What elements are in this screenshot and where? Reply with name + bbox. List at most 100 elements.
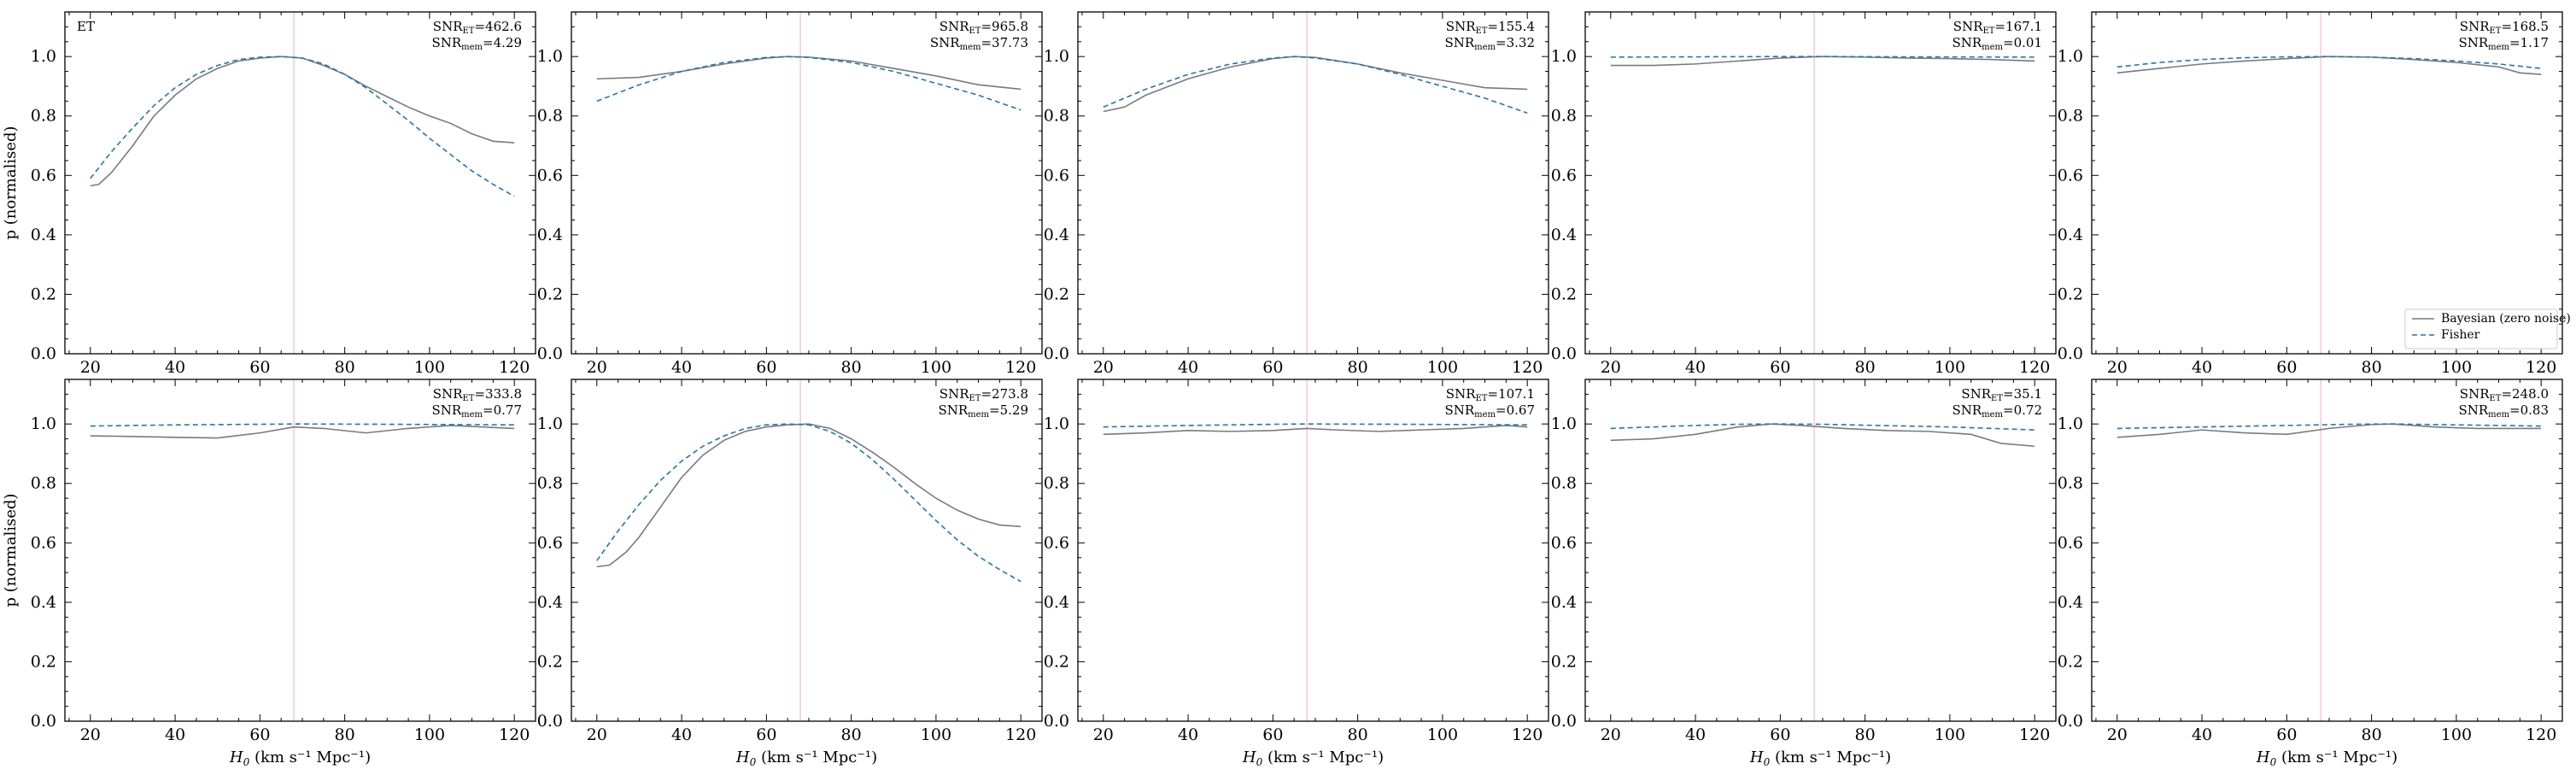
bayesian-curve [2116, 423, 2542, 438]
x-tick-label: 20 [587, 358, 607, 377]
y-tick-label: 0.4 [1551, 593, 1577, 612]
x-tick-label: 20 [80, 358, 101, 377]
x-tick-label: 60 [2276, 358, 2297, 377]
panel-tag: ET [77, 19, 95, 34]
y-tick-label: 0.0 [31, 344, 56, 363]
x-tick-label: 80 [1348, 725, 1368, 744]
snr-mem-label: SNRmem=0.01 [1952, 35, 2042, 52]
x-tick-label: 120 [1005, 358, 1036, 377]
bayesian-curve [1103, 425, 1528, 436]
x-tick-label: 120 [1512, 725, 1543, 744]
y-tick-label: 0.6 [1044, 166, 1069, 185]
y-tick-label: 1.0 [2058, 47, 2083, 66]
x-tick-label: 120 [499, 358, 530, 377]
x-axis-label: H0 (km s⁻¹ Mpc⁻¹) [735, 749, 877, 768]
panel-10: 20 40 60 80 100 120 0.0 0.2 0.4 0.6 0.8 1.0 H0 (km s… [2058, 379, 2563, 768]
bayesian-curve [1610, 423, 2035, 448]
x-tick-label: 20 [1601, 725, 1621, 744]
panel-8: 20 40 60 80 100 120 0.0 0.2 0.4 0.6 0.8 1.0 H0 (km s… [1044, 379, 1549, 768]
x-tick-label: 80 [335, 358, 355, 377]
panel-3: 20 40 60 80 100 120 0.0 0.2 0.4 0.6 0.8 1.0 SNRET=15… [1044, 11, 1549, 377]
x-tick-label: 40 [2192, 725, 2212, 744]
y-tick-label: 0.6 [1044, 533, 1069, 552]
x-tick-label: 80 [841, 725, 862, 744]
x-tick-label: 120 [2526, 358, 2556, 377]
x-tick-label: 100 [2441, 358, 2472, 377]
panel-6: 20 40 60 80 100 120 0.0 0.2 0.4 0.6 0.8 1.0 p (norma… [2, 379, 536, 768]
axes-frame [1077, 11, 1549, 355]
x-tick-label: 40 [1178, 725, 1198, 744]
bayesian-curve [1610, 56, 2035, 67]
x-tick-label: 20 [1093, 725, 1114, 744]
snr-et-label: SNRET=965.8 [940, 19, 1028, 36]
x-tick-label: 120 [2019, 358, 2050, 377]
snr-mem-label: SNRmem=0.83 [2458, 402, 2549, 420]
fisher-curve [1103, 423, 1528, 428]
x-tick-label: 20 [80, 725, 101, 744]
bayesian-curve [2116, 56, 2542, 75]
x-tick-label: 40 [671, 725, 692, 744]
fisher-curve [596, 423, 1022, 583]
panel-4: 20 40 60 80 100 120 0.0 0.2 0.4 0.6 0.8 1.0 SNRET=16… [1551, 11, 2057, 377]
y-tick-label: 0.0 [1044, 344, 1069, 363]
y-axis-label: p (normalised) [2, 126, 20, 239]
axes-frame [64, 379, 536, 722]
x-tick-label: 60 [1770, 358, 1790, 377]
y-tick-label: 0.8 [2058, 474, 2083, 493]
y-tick-label: 0.0 [2058, 344, 2083, 363]
x-tick-label: 60 [1770, 725, 1790, 744]
y-tick-label: 1.0 [2058, 414, 2083, 433]
y-tick-label: 0.4 [1551, 226, 1577, 244]
x-axis-label: H0 (km s⁻¹ Mpc⁻¹) [2256, 749, 2397, 768]
y-tick-label: 0.4 [1044, 226, 1069, 244]
bayesian-curve [90, 425, 515, 439]
y-tick-label: 1.0 [31, 47, 56, 66]
y-tick-label: 0.8 [31, 474, 56, 493]
y-tick-label: 0.2 [537, 652, 563, 671]
axes-frame [571, 11, 1043, 355]
fisher-curve [2116, 423, 2542, 430]
snr-mem-label: SNRmem=1.17 [2458, 35, 2549, 52]
x-tick-label: 100 [921, 725, 951, 744]
x-tick-label: 20 [2107, 725, 2128, 744]
x-tick-label: 120 [1005, 725, 1036, 744]
y-tick-label: 0.2 [1044, 652, 1069, 671]
y-tick-label: 0.4 [2058, 593, 2083, 612]
x-tick-label: 20 [587, 725, 607, 744]
x-tick-label: 100 [1427, 358, 1458, 377]
x-tick-label: 60 [2276, 725, 2297, 744]
axes-frame [1584, 11, 2057, 355]
snr-mem-label: SNRmem=4.29 [431, 35, 522, 52]
x-axis-label: H0 (km s⁻¹ Mpc⁻¹) [1242, 749, 1384, 768]
axes-frame [2091, 379, 2563, 722]
axes-frame [1077, 379, 1549, 722]
y-tick-label: 0.8 [1551, 107, 1577, 126]
x-tick-label: 20 [2107, 358, 2128, 377]
y-tick-label: 0.4 [537, 226, 563, 244]
x-tick-label: 40 [1685, 725, 1706, 744]
panel-1: 20 40 60 80 100 120 0.0 0.2 0.4 0.6 0.8 1.0 p (norma… [2, 11, 536, 377]
y-tick-label: 0.6 [31, 533, 56, 552]
snr-et-label: SNRET=333.8 [433, 386, 522, 403]
y-tick-label: 0.0 [537, 344, 563, 363]
y-tick-label: 1.0 [1551, 414, 1577, 433]
y-tick-label: 0.0 [1551, 344, 1577, 363]
y-tick-label: 0.8 [537, 107, 563, 126]
y-tick-label: 0.6 [1551, 166, 1577, 185]
y-tick-label: 0.0 [2058, 712, 2083, 731]
axes-frame [64, 11, 536, 355]
x-axis-label: H0 (km s⁻¹ Mpc⁻¹) [229, 749, 371, 768]
y-tick-label: 0.0 [31, 712, 56, 731]
snr-et-label: SNRET=155.4 [1446, 19, 1535, 36]
x-tick-label: 40 [165, 358, 185, 377]
fisher-curve [90, 56, 515, 197]
x-tick-label: 80 [1855, 725, 1876, 744]
x-tick-label: 100 [414, 358, 445, 377]
y-tick-label: 0.2 [1551, 652, 1577, 671]
y-tick-label: 0.8 [1044, 107, 1069, 126]
y-tick-label: 0.2 [537, 285, 563, 303]
x-tick-label: 80 [1348, 358, 1368, 377]
x-tick-label: 60 [249, 725, 270, 744]
snr-mem-label: SNRmem=0.72 [1952, 402, 2042, 420]
